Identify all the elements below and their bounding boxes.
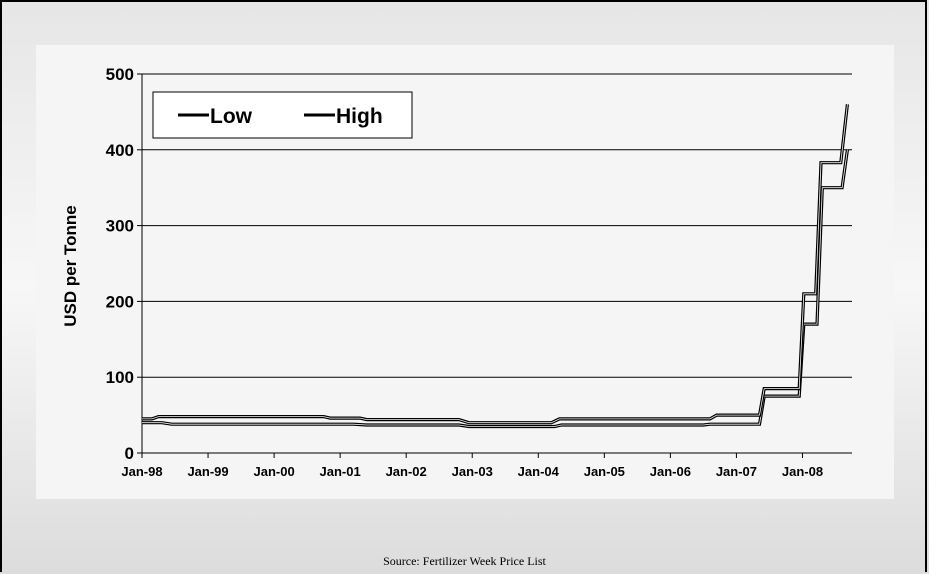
x-tick-label: Jan-07 <box>716 464 757 479</box>
x-tick-label: Jan-06 <box>650 464 691 479</box>
y-tick-label: 400 <box>106 141 134 160</box>
y-tick-label: 500 <box>106 65 134 84</box>
series-line-high <box>142 104 849 425</box>
y-tick-label: 100 <box>106 368 134 387</box>
chart-axes <box>137 73 852 458</box>
chart-series <box>142 104 849 429</box>
series-line-inner-low <box>142 149 848 427</box>
y-tick-label: 200 <box>106 292 134 311</box>
y-tick-label: 0 <box>125 444 134 463</box>
x-tick-label: Jan-98 <box>121 464 162 479</box>
legend-label-high: High <box>336 105 383 128</box>
legend: Low High <box>152 91 413 139</box>
x-tick-label: Jan-01 <box>320 464 361 479</box>
series-line-low <box>142 149 849 429</box>
x-tick-label: Jan-03 <box>452 464 493 479</box>
x-tick-label: Jan-04 <box>518 464 560 479</box>
x-tick-label: Jan-00 <box>253 464 294 479</box>
x-tick-label: Jan-08 <box>782 464 823 479</box>
tick-labels: 0 100 200 300 400 500 Jan-98 Jan-99 Jan-00 Jan-01… <box>106 65 823 479</box>
y-axis-title: USD per Tonne <box>61 205 80 327</box>
x-tick-label: Jan-02 <box>386 464 427 479</box>
legend-label-low: Low <box>210 105 253 128</box>
x-tick-label: Jan-99 <box>187 464 228 479</box>
series-line-inner-high <box>142 104 848 424</box>
grid-lines <box>142 73 852 378</box>
y-tick-label: 300 <box>106 217 134 236</box>
source-caption: Source: Fertilizer Week Price List <box>383 554 546 568</box>
x-tick-label: Jan-05 <box>584 464 625 479</box>
